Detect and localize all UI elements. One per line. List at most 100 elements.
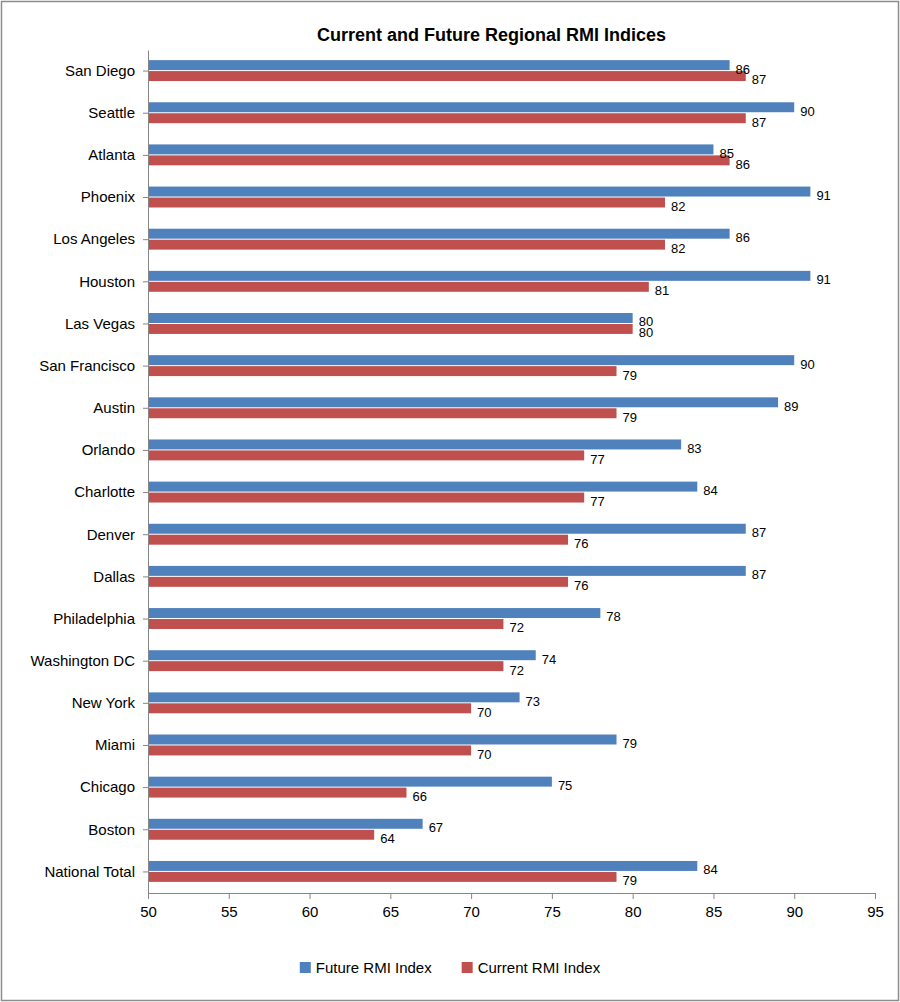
- bar: [148, 313, 633, 323]
- y-tick-mark: [143, 281, 148, 282]
- data-label: 87: [752, 72, 766, 87]
- bar: [148, 872, 617, 882]
- data-label: 83: [687, 441, 701, 456]
- y-tick-label: Las Vegas: [65, 315, 135, 332]
- x-tick-mark: [875, 893, 876, 899]
- y-tick: Boston: [88, 821, 148, 838]
- x-tick: 55: [221, 893, 238, 920]
- legend: Future RMI Index Current RMI Index: [300, 959, 601, 976]
- y-tick-label: Boston: [88, 821, 135, 838]
- bar: [148, 408, 617, 418]
- y-tick-mark: [143, 366, 148, 367]
- x-tick-label: 75: [544, 903, 561, 920]
- x-tick-label: 55: [221, 903, 238, 920]
- x-axis: 50556065707580859095: [140, 893, 884, 920]
- y-tick-mark: [143, 534, 148, 535]
- y-tick-mark: [143, 829, 148, 830]
- data-label: 90: [800, 104, 814, 119]
- bar: [148, 608, 600, 618]
- chart-frame: [2, 2, 899, 1001]
- bar: [148, 777, 552, 787]
- y-axis-line: [148, 51, 149, 894]
- y-tick: Seattle: [88, 104, 148, 121]
- bars: [148, 60, 810, 882]
- y-tick-mark: [143, 703, 148, 704]
- y-tick: Atlanta: [88, 146, 148, 163]
- y-tick: San Francisco: [39, 357, 148, 374]
- x-tick-mark: [794, 893, 795, 899]
- data-label: 87: [752, 567, 766, 582]
- y-tick: Phoenix: [81, 188, 148, 205]
- y-tick: Dallas: [93, 568, 148, 585]
- x-tick: 75: [544, 893, 561, 920]
- bar: [148, 439, 681, 449]
- x-tick: 85: [706, 893, 723, 920]
- data-label: 84: [703, 483, 717, 498]
- y-tick-label: Denver: [87, 526, 135, 543]
- y-tick: Miami: [95, 736, 148, 753]
- bar: [148, 450, 584, 460]
- y-tick-mark: [143, 619, 148, 620]
- data-label: 79: [623, 410, 637, 425]
- bar: [148, 577, 568, 587]
- bar: [148, 60, 730, 70]
- data-label: 87: [752, 115, 766, 130]
- x-tick-mark: [310, 893, 311, 899]
- data-label: 70: [477, 747, 491, 762]
- x-tick: 80: [625, 893, 642, 920]
- y-tick-mark: [143, 745, 148, 746]
- y-tick-label: Charlotte: [74, 483, 135, 500]
- y-tick: Denver: [87, 526, 148, 543]
- bar: [148, 493, 584, 503]
- data-label: 64: [380, 831, 394, 846]
- bar: [148, 355, 794, 365]
- y-tick-label: Washington DC: [31, 652, 136, 669]
- y-tick-label: Orlando: [82, 441, 135, 458]
- x-tick-mark: [713, 893, 714, 899]
- bar: [148, 661, 503, 671]
- x-tick-label: 65: [382, 903, 399, 920]
- data-label: 90: [800, 357, 814, 372]
- data-label: 82: [671, 199, 685, 214]
- y-tick-label: Chicago: [80, 778, 135, 795]
- data-label: 84: [703, 862, 717, 877]
- y-tick-label: Houston: [79, 273, 135, 290]
- y-tick-mark: [143, 239, 148, 240]
- data-label: 81: [655, 283, 669, 298]
- bar: [148, 650, 536, 660]
- x-tick-label: 95: [867, 903, 884, 920]
- x-axis-line: [149, 893, 876, 894]
- x-tick-label: 85: [706, 903, 723, 920]
- legend-item: Future RMI Index: [300, 959, 432, 976]
- legend-label: Current RMI Index: [478, 959, 601, 976]
- bar: [148, 324, 633, 334]
- data-label: 73: [526, 694, 540, 709]
- y-tick-mark: [143, 113, 148, 114]
- x-tick: 65: [382, 893, 399, 920]
- bar: [148, 187, 810, 197]
- data-label: 80: [639, 325, 653, 340]
- y-tick: Philadelphia: [53, 610, 148, 627]
- y-tick-label: Philadelphia: [53, 610, 135, 627]
- y-tick-label: San Diego: [65, 62, 135, 79]
- y-tick-label: National Total: [44, 863, 135, 880]
- bar: [148, 144, 713, 154]
- data-label: 70: [477, 705, 491, 720]
- x-tick: 70: [463, 893, 480, 920]
- y-tick: New York: [72, 694, 148, 711]
- data-label: 86: [736, 230, 750, 245]
- y-tick-mark: [143, 155, 148, 156]
- y-tick: Houston: [79, 273, 148, 290]
- data-label: 72: [509, 663, 523, 678]
- data-label: 82: [671, 241, 685, 256]
- y-tick-mark: [143, 871, 148, 872]
- y-tick: Washington DC: [31, 652, 149, 669]
- bar: [148, 198, 665, 208]
- data-label: 76: [574, 536, 588, 551]
- y-tick-mark: [143, 71, 148, 72]
- bar: [148, 692, 520, 702]
- data-label: 78: [606, 609, 620, 624]
- x-tick-mark: [148, 893, 149, 899]
- data-label: 87: [752, 525, 766, 540]
- data-label: 77: [590, 452, 604, 467]
